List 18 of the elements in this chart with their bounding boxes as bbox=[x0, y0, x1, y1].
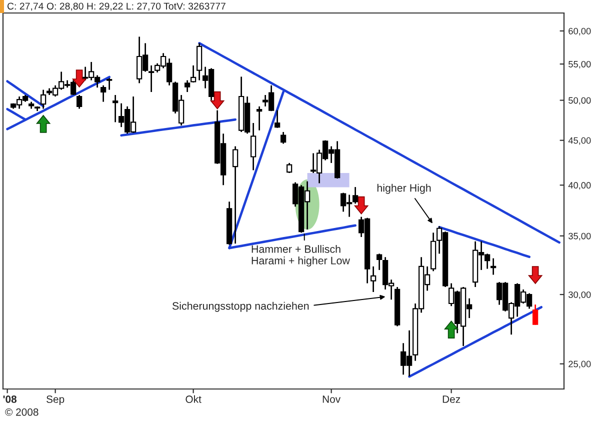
x-tick-label: Okt bbox=[186, 395, 202, 403]
y-tick-label: 50,00 bbox=[568, 97, 591, 105]
y-tick-label: 25,00 bbox=[568, 360, 591, 368]
x-tick-label: Nov bbox=[322, 396, 341, 403]
annotation: Sicherungsstopp nachziehen bbox=[172, 302, 309, 312]
text: © 2008 bbox=[5, 408, 38, 416]
y-tick-label: 55,00 bbox=[568, 60, 591, 69]
annotation: higher High bbox=[377, 184, 431, 194]
y-tick-label: 45,00 bbox=[568, 137, 591, 145]
y-tick-label: 35,00 bbox=[568, 232, 591, 240]
y-tick-label: 60,00 bbox=[568, 28, 591, 36]
annotation: Hammer + Bullisch Harami + higher Low bbox=[252, 245, 350, 267]
chart-title: C: 27,74 O: 28,80 H: 29,22 L: 27,70 TotV: 3263777 bbox=[7, 2, 226, 11]
y-tick-label: 40,00 bbox=[568, 182, 591, 190]
x-tick-label: Sep bbox=[46, 396, 64, 405]
x-tick-label: Dez bbox=[442, 396, 460, 403]
x-tick-label: '08 bbox=[3, 396, 17, 403]
y-tick-label: 30,00 bbox=[568, 291, 591, 300]
